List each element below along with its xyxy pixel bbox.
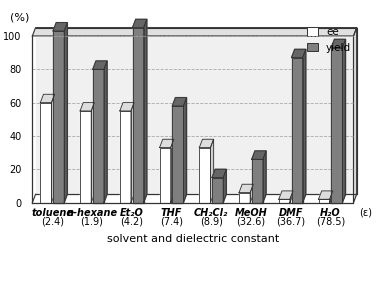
Legend: ee, yield: ee, yield <box>305 25 353 55</box>
Polygon shape <box>93 69 104 202</box>
Text: H₂O: H₂O <box>320 208 341 218</box>
Polygon shape <box>291 49 306 57</box>
Polygon shape <box>133 28 144 202</box>
Polygon shape <box>212 169 226 178</box>
Polygon shape <box>331 39 345 48</box>
Polygon shape <box>80 103 94 111</box>
Polygon shape <box>279 191 293 199</box>
Polygon shape <box>131 103 134 202</box>
Text: (36.7): (36.7) <box>276 217 305 227</box>
Polygon shape <box>212 178 223 202</box>
Polygon shape <box>36 28 357 194</box>
Polygon shape <box>53 23 67 31</box>
Polygon shape <box>160 148 171 202</box>
Polygon shape <box>171 139 174 202</box>
Polygon shape <box>80 111 91 202</box>
Polygon shape <box>53 31 64 202</box>
Polygon shape <box>40 94 55 103</box>
Polygon shape <box>239 184 253 192</box>
Text: THF: THF <box>161 208 182 218</box>
Polygon shape <box>279 199 290 202</box>
Polygon shape <box>211 139 214 202</box>
Polygon shape <box>160 139 174 148</box>
Text: MeOH: MeOH <box>234 208 268 218</box>
Polygon shape <box>40 103 51 202</box>
Text: toluene: toluene <box>31 208 73 218</box>
Text: (78.5): (78.5) <box>316 217 345 227</box>
Polygon shape <box>239 192 250 202</box>
Polygon shape <box>263 151 266 202</box>
Text: (2.4): (2.4) <box>41 217 64 227</box>
Text: (7.4): (7.4) <box>160 217 183 227</box>
Polygon shape <box>199 139 214 148</box>
Polygon shape <box>51 94 55 202</box>
Polygon shape <box>302 49 306 202</box>
Polygon shape <box>91 103 94 202</box>
Text: solvent and dielectric constant: solvent and dielectric constant <box>107 234 279 244</box>
Text: (4.2): (4.2) <box>120 217 143 227</box>
Polygon shape <box>120 103 134 111</box>
Polygon shape <box>342 39 345 202</box>
Polygon shape <box>250 184 253 202</box>
Polygon shape <box>133 19 147 28</box>
Polygon shape <box>172 98 187 106</box>
Polygon shape <box>353 28 357 202</box>
Text: Et₂O: Et₂O <box>120 208 144 218</box>
Polygon shape <box>290 191 293 202</box>
Polygon shape <box>291 57 302 202</box>
Polygon shape <box>104 61 107 202</box>
Polygon shape <box>252 151 266 159</box>
Text: (%): (%) <box>10 13 29 23</box>
Polygon shape <box>330 191 333 202</box>
Polygon shape <box>93 61 107 69</box>
Polygon shape <box>318 199 330 202</box>
Text: (8.9): (8.9) <box>200 217 223 227</box>
Polygon shape <box>120 111 131 202</box>
Text: CH₂Cl₂: CH₂Cl₂ <box>194 208 228 218</box>
Text: DMF: DMF <box>279 208 303 218</box>
Polygon shape <box>32 28 357 36</box>
Polygon shape <box>172 106 184 202</box>
Polygon shape <box>64 23 67 202</box>
Polygon shape <box>331 48 342 202</box>
Text: (1.9): (1.9) <box>81 217 103 227</box>
Polygon shape <box>199 148 211 202</box>
Text: (ε): (ε) <box>359 208 372 218</box>
Polygon shape <box>252 159 263 202</box>
Polygon shape <box>184 98 187 202</box>
Polygon shape <box>144 19 147 202</box>
Text: n-hexane: n-hexane <box>66 208 117 218</box>
Text: (32.6): (32.6) <box>236 217 266 227</box>
Polygon shape <box>223 169 226 202</box>
Polygon shape <box>318 191 333 199</box>
